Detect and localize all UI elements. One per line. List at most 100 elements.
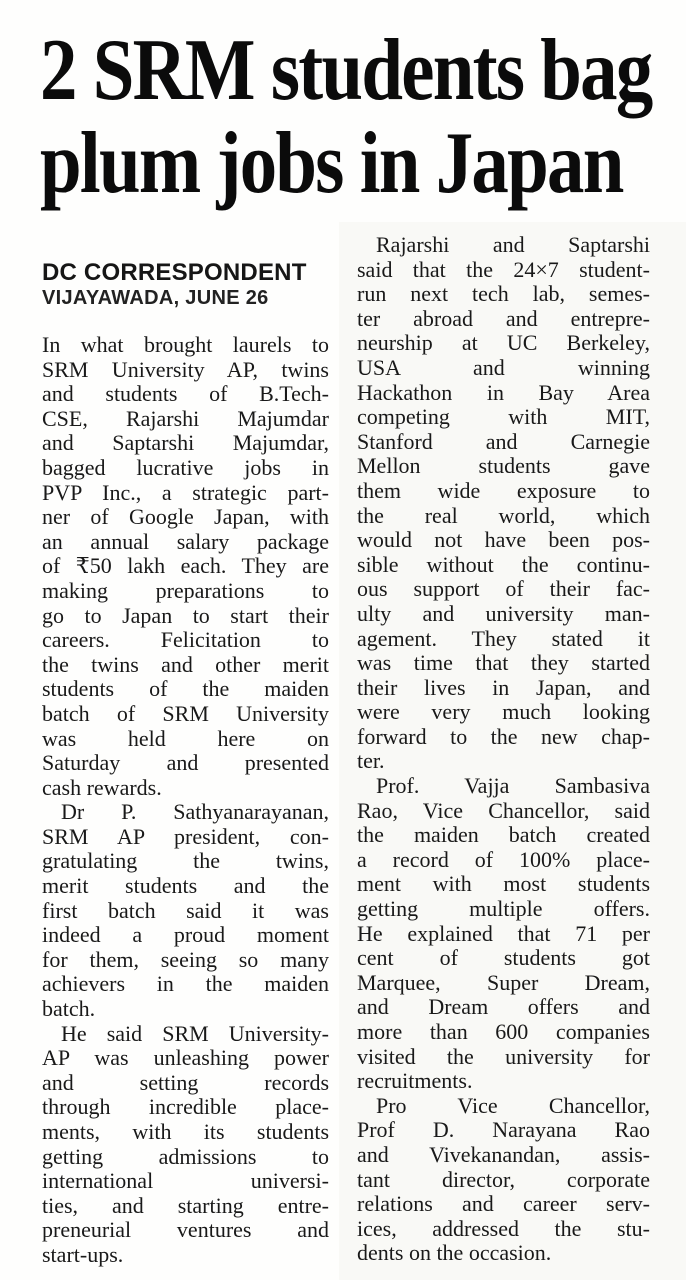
body-line: cent of students got — [357, 946, 650, 971]
body-line: go to Japan to start their — [42, 603, 329, 628]
body-line: AP was unleashing power — [42, 1046, 329, 1071]
column-left-text: In what brought laurels to SRM University… — [42, 333, 329, 1268]
body-line: students of the maiden — [42, 677, 329, 702]
body-line: ter abroad and entrepre- — [357, 306, 650, 331]
headline-line: plum jobs in Japan — [40, 117, 686, 210]
body-line: gratulating the twins, — [42, 849, 329, 874]
body-line: cash rewards. — [42, 775, 162, 800]
body-line: ment with most students — [357, 872, 650, 897]
body-line: Rao, Vice Chancellor, said — [357, 798, 650, 823]
paragraph: Pro Vice Chancellor, Prof D. Narayana Rao… — [357, 1094, 650, 1266]
body-line: ments, with its students — [42, 1120, 329, 1144]
body-line: ner of Google Japan, with — [42, 505, 329, 530]
body-line: dents on the occasion. — [357, 1241, 552, 1266]
paragraph: Prof. Vajja Sambasiva Rao, Vice Chancello… — [357, 774, 650, 1094]
body-line: He said SRM University- — [61, 1021, 329, 1046]
body-line: was time that they started — [357, 651, 650, 676]
body-line: their lives in Japan, and — [357, 675, 650, 700]
dateline: VIJAYAWADA, JUNE 26 — [42, 287, 269, 309]
body-line: the real world, which — [357, 503, 650, 528]
body-line: Hackathon in Bay Area — [357, 380, 650, 405]
body-line: making preparations to — [42, 578, 329, 603]
body-line: run next tech lab, semes- — [357, 282, 650, 307]
body-line: He explained that 71 per — [357, 921, 650, 946]
body-line: batch of SRM University — [42, 701, 329, 726]
body-line: Prof D. Narayana Rao — [357, 1118, 650, 1143]
byline-block: DC CORRESPONDENT VIJAYAWADA, JUNE 26 — [42, 259, 329, 310]
body-line: SRM University AP, twins — [42, 357, 329, 382]
body-line: getting multiple offers. — [357, 897, 650, 922]
body-line: were very much looking — [357, 700, 650, 725]
body-line: through incredible place- — [42, 1095, 329, 1120]
paragraph: Rajarshi and Saptarshi said that the 24×7… — [357, 233, 650, 774]
body-line: of ₹50 lakh each. They are — [42, 554, 329, 579]
body-line: Prof. Vajja Sambasiva — [376, 774, 650, 799]
body-line: bagged lucrative jobs in — [42, 455, 329, 480]
body-line: visited the university for — [357, 1044, 650, 1069]
body-line: Dr P. Sathyanarayanan, — [61, 800, 329, 825]
body-line: CSE, Rajarshi Majumdar — [42, 406, 329, 431]
body-line: would not have been pos- — [357, 528, 650, 553]
headline-line: 2 SRM students bag — [40, 24, 686, 117]
scan-tint-overlay — [339, 222, 686, 1280]
body-line: Pro Vice Chancellor, — [376, 1093, 650, 1118]
paragraph: In what brought laurels to SRM University… — [42, 333, 329, 800]
body-line: competing with MIT, — [357, 405, 650, 430]
body-line: getting admissions to — [42, 1144, 329, 1169]
body-line: and Dream offers and — [357, 995, 650, 1020]
body-line: international universi- — [42, 1169, 329, 1194]
body-line: and Saptarshi Majumdar, — [42, 431, 329, 456]
body-line: a record of 100% place- — [357, 847, 650, 872]
body-line: Stanford and Carnegie — [357, 429, 650, 454]
column-right-text: Rajarshi and Saptarshi said that the 24×7… — [357, 233, 650, 1266]
body-line: ices, addressed the stu- — [357, 1216, 650, 1241]
body-line: the maiden batch created — [357, 823, 650, 848]
body-line: start-ups. — [42, 1242, 124, 1267]
body-line: ties, and starting entre- — [42, 1193, 329, 1218]
body-line: Marquee, Super Dream, — [357, 970, 650, 995]
body-line: batch. — [42, 997, 96, 1022]
body-line: Rajarshi and Saptarshi — [376, 233, 650, 257]
body-line: and Vivekanandan, assis- — [357, 1142, 650, 1167]
body-line: tant director, corporate — [357, 1167, 650, 1192]
body-line: relations and career serv- — [357, 1192, 650, 1217]
body-line: PVP Inc., a strategic part- — [42, 480, 329, 505]
body-line: was held here on — [42, 726, 329, 751]
body-line: neurship at UC Berkeley, — [357, 331, 650, 356]
body-line: ous support of their fac- — [357, 577, 650, 602]
article-headline: 2 SRM students bag plum jobs in Japan — [40, 24, 686, 210]
paragraph: Dr P. Sathyanarayanan, SRM AP president, … — [42, 800, 329, 1021]
body-line: recruitments. — [357, 1069, 473, 1094]
body-line: merit students and the — [42, 874, 329, 899]
body-line: forward to the new chap- — [357, 724, 650, 749]
body-line: In what brought laurels to — [42, 333, 329, 357]
paragraph: He said SRM University- AP was unleashing… — [42, 1022, 329, 1268]
article-body: DC CORRESPONDENT VIJAYAWADA, JUNE 26 In … — [42, 233, 660, 1280]
body-line: preneurial ventures and — [42, 1218, 329, 1243]
body-line: SRM AP president, con- — [42, 824, 329, 849]
body-line: sible without the continu- — [357, 552, 650, 577]
body-line: the twins and other merit — [42, 652, 329, 677]
headline-line-2: plum jobs in Japan — [40, 115, 624, 212]
body-line: more than 600 companies — [357, 1020, 650, 1044]
body-line: achievers in the maiden — [42, 972, 329, 997]
body-line: an annual salary package — [42, 529, 329, 554]
body-line: for them, seeing so many — [42, 947, 329, 972]
body-line: Saturday and presented — [42, 751, 329, 776]
body-line: them wide exposure to — [357, 478, 650, 503]
byline: DC CORRESPONDENT — [42, 259, 307, 286]
body-line: said that the 24×7 student- — [357, 257, 650, 282]
body-line: USA and winning — [357, 355, 650, 380]
body-line: and students of B.Tech- — [42, 382, 329, 407]
body-line: careers. Felicitation to — [42, 628, 329, 653]
body-line: indeed a proud moment — [42, 923, 329, 948]
body-line: agement. They stated it — [357, 626, 650, 651]
headline-line-1: 2 SRM students bag — [40, 22, 653, 119]
body-line: first batch said it was — [42, 898, 329, 923]
body-line: and setting records — [42, 1070, 329, 1095]
column-right: Rajarshi and Saptarshi said that the 24×7… — [357, 233, 650, 1280]
column-left: DC CORRESPONDENT VIJAYAWADA, JUNE 26 In … — [42, 233, 329, 1280]
body-line: ter. — [357, 749, 385, 774]
body-line: Mellon students gave — [357, 454, 650, 479]
